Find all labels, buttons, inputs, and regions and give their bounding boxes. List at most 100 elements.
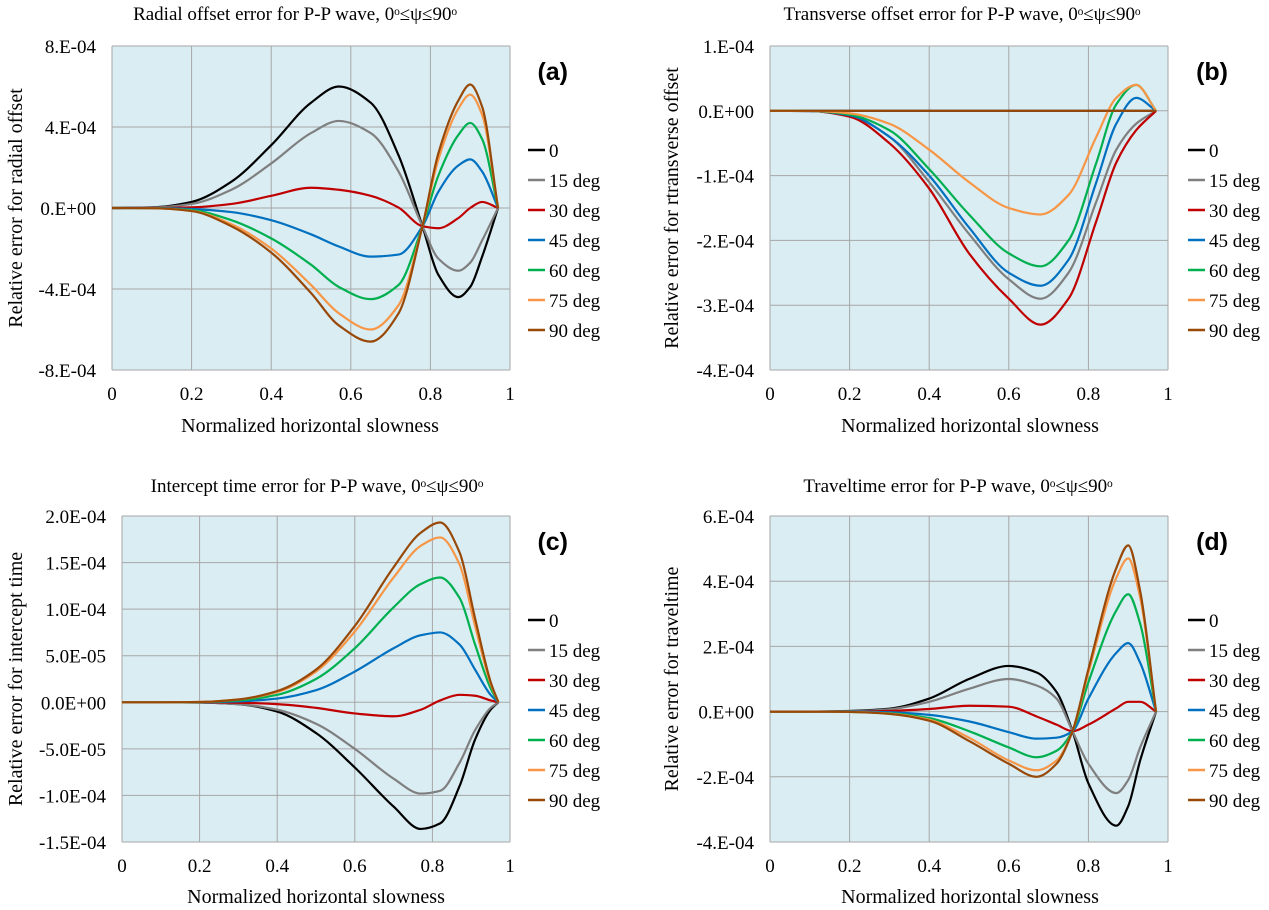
y-tick-label: 4.E-04 <box>45 118 97 139</box>
legend-label: 15 deg <box>1209 171 1261 192</box>
x-tick-label: 0.4 <box>917 856 941 877</box>
panel-label: (b) <box>1196 58 1228 86</box>
y-tick-label: -4.E-04 <box>38 280 96 301</box>
panel-label: (c) <box>537 528 568 556</box>
legend: 0 15 deg 30 deg 45 deg 60 deg 75 deg 90 deg <box>1188 141 1261 342</box>
y-tick-label: 1.0E-04 <box>45 600 106 621</box>
y-tick-label: -2.E-04 <box>696 768 754 789</box>
x-tick-label: 0.6 <box>997 384 1021 405</box>
chart-title: Radial offset error for P-P wave, 0ᵒ≤ψ≤9… <box>133 4 457 25</box>
legend-label: 15 deg <box>549 171 601 192</box>
y-axis-label: Relative error for rtransverse offset <box>661 67 683 349</box>
series-line-90-deg <box>111 83 500 343</box>
legend-label: 30 deg <box>549 671 601 692</box>
legend-label: 75 deg <box>1209 291 1261 312</box>
legend-label: 75 deg <box>549 291 601 312</box>
y-tick-label: 1.E-04 <box>703 37 755 58</box>
y-tick-label: 5.0E-05 <box>45 647 106 668</box>
legend-label: 15 deg <box>1209 641 1261 662</box>
legend-label: 60 deg <box>1209 731 1261 752</box>
x-tick-label: 1 <box>1163 384 1173 405</box>
y-tick-label: 0.E+00 <box>698 102 754 123</box>
chart-panel-a: Radial offset error for P-P wave, 0ᵒ≤ψ≤9… <box>5 4 601 437</box>
y-axis-label: Relative error for intercept time <box>5 552 27 806</box>
legend-label: 60 deg <box>549 261 601 282</box>
chart-panel-b: Transverse offset error for P-P wave, 0ᵒ… <box>661 4 1261 437</box>
legend-label: 45 deg <box>549 231 601 252</box>
y-tick-label: -4.E-04 <box>696 833 754 854</box>
y-tick-label: 0.0E+00 <box>41 693 106 714</box>
legend: 0 15 deg 30 deg 45 deg 60 deg 75 deg 90 deg <box>1188 611 1261 812</box>
series-lines <box>769 544 1158 827</box>
legend-label: 0 <box>549 611 559 632</box>
chart-title: Intercept time error for P-P wave, 0ᵒ≤ψ≤… <box>151 476 484 497</box>
legend-label: 90 deg <box>549 791 601 812</box>
x-tick-label: 0.8 <box>1077 856 1101 877</box>
x-tick-label: 0.6 <box>997 856 1021 877</box>
legend-label: 30 deg <box>1209 201 1261 222</box>
x-tick-label: 1 <box>505 384 515 405</box>
x-tick-label: 1 <box>1163 856 1173 877</box>
x-tick-label: 0.2 <box>180 384 204 405</box>
series-line-90-deg <box>121 521 500 704</box>
series-line-30-deg <box>111 186 499 230</box>
y-tick-label: 0.E+00 <box>40 199 96 220</box>
legend-label: 75 deg <box>1209 761 1261 782</box>
legend-label: 90 deg <box>1209 791 1261 812</box>
y-tick-label: 0.E+00 <box>698 703 754 724</box>
y-tick-label: -2.E-04 <box>696 231 754 252</box>
panel-label: (a) <box>537 58 568 86</box>
x-tick-label: 0.2 <box>838 856 862 877</box>
legend-label: 0 <box>1209 141 1219 162</box>
y-tick-label: 6.E-04 <box>703 507 755 528</box>
chart-panel-c: Intercept time error for P-P wave, 0ᵒ≤ψ≤… <box>5 476 601 908</box>
series-line-15-deg <box>111 119 500 272</box>
legend-label: 45 deg <box>1209 701 1261 722</box>
series-lines <box>121 521 500 831</box>
x-tick-label: 0.4 <box>265 856 289 877</box>
x-axis-label: Normalized horizontal slowness <box>181 415 439 437</box>
x-tick-label: 0.8 <box>421 856 445 877</box>
y-tick-label: -4.E-04 <box>696 361 754 382</box>
x-axis-label: Normalized horizontal slowness <box>841 886 1099 908</box>
x-tick-label: 0.4 <box>917 384 941 405</box>
y-tick-label: -5.0E-05 <box>39 740 106 761</box>
x-tick-label: 0 <box>107 384 117 405</box>
y-axis-label: Relative error for radial offset <box>5 88 27 328</box>
legend-label: 15 deg <box>549 641 601 662</box>
legend-label: 30 deg <box>549 201 601 222</box>
series-line-0 <box>111 85 500 299</box>
x-tick-label: 0.2 <box>838 384 862 405</box>
series-line-30-deg <box>769 109 1157 326</box>
x-tick-label: 1 <box>505 856 515 877</box>
x-tick-label: 0.4 <box>259 384 283 405</box>
y-tick-label: -1.E-04 <box>696 167 754 188</box>
chart-title: Traveltime error for P-P wave, 0ᵒ≤ψ≤90ᵒ <box>803 476 1113 497</box>
x-tick-label: 0.6 <box>339 384 363 405</box>
x-tick-label: 0.8 <box>1077 384 1101 405</box>
legend-label: 45 deg <box>1209 231 1261 252</box>
legend-label: 60 deg <box>549 731 601 752</box>
panel-label: (d) <box>1196 528 1228 556</box>
legend-label: 75 deg <box>549 761 601 782</box>
legend-label: 0 <box>549 141 559 162</box>
legend-label: 60 deg <box>1209 261 1261 282</box>
legend-label: 0 <box>1209 611 1219 632</box>
y-tick-label: 2.0E-04 <box>45 507 106 528</box>
series-line-60-deg <box>111 121 500 301</box>
x-axis-label: Normalized horizontal slowness <box>841 415 1099 437</box>
y-tick-label: -1.5E-04 <box>39 833 107 854</box>
y-tick-label: 4.E-04 <box>703 572 755 593</box>
x-axis-label: Normalized horizontal slowness <box>187 886 445 908</box>
legend: 0 15 deg 30 deg 45 deg 60 deg 75 deg 90 deg <box>528 611 601 812</box>
plot-area <box>770 46 1168 370</box>
y-tick-label: 8.E-04 <box>45 37 97 58</box>
legend-label: 90 deg <box>1209 321 1261 342</box>
x-tick-label: 0.2 <box>188 856 212 877</box>
y-tick-label: 1.5E-04 <box>45 554 106 575</box>
y-tick-label: 2.E-04 <box>703 637 755 658</box>
x-tick-label: 0 <box>765 384 775 405</box>
y-axis-label: Relative error for traveltime <box>661 566 683 791</box>
series-line-90-deg <box>769 544 1158 778</box>
chart-panel-d: Traveltime error for P-P wave, 0ᵒ≤ψ≤90ᵒ 0… <box>661 476 1261 908</box>
